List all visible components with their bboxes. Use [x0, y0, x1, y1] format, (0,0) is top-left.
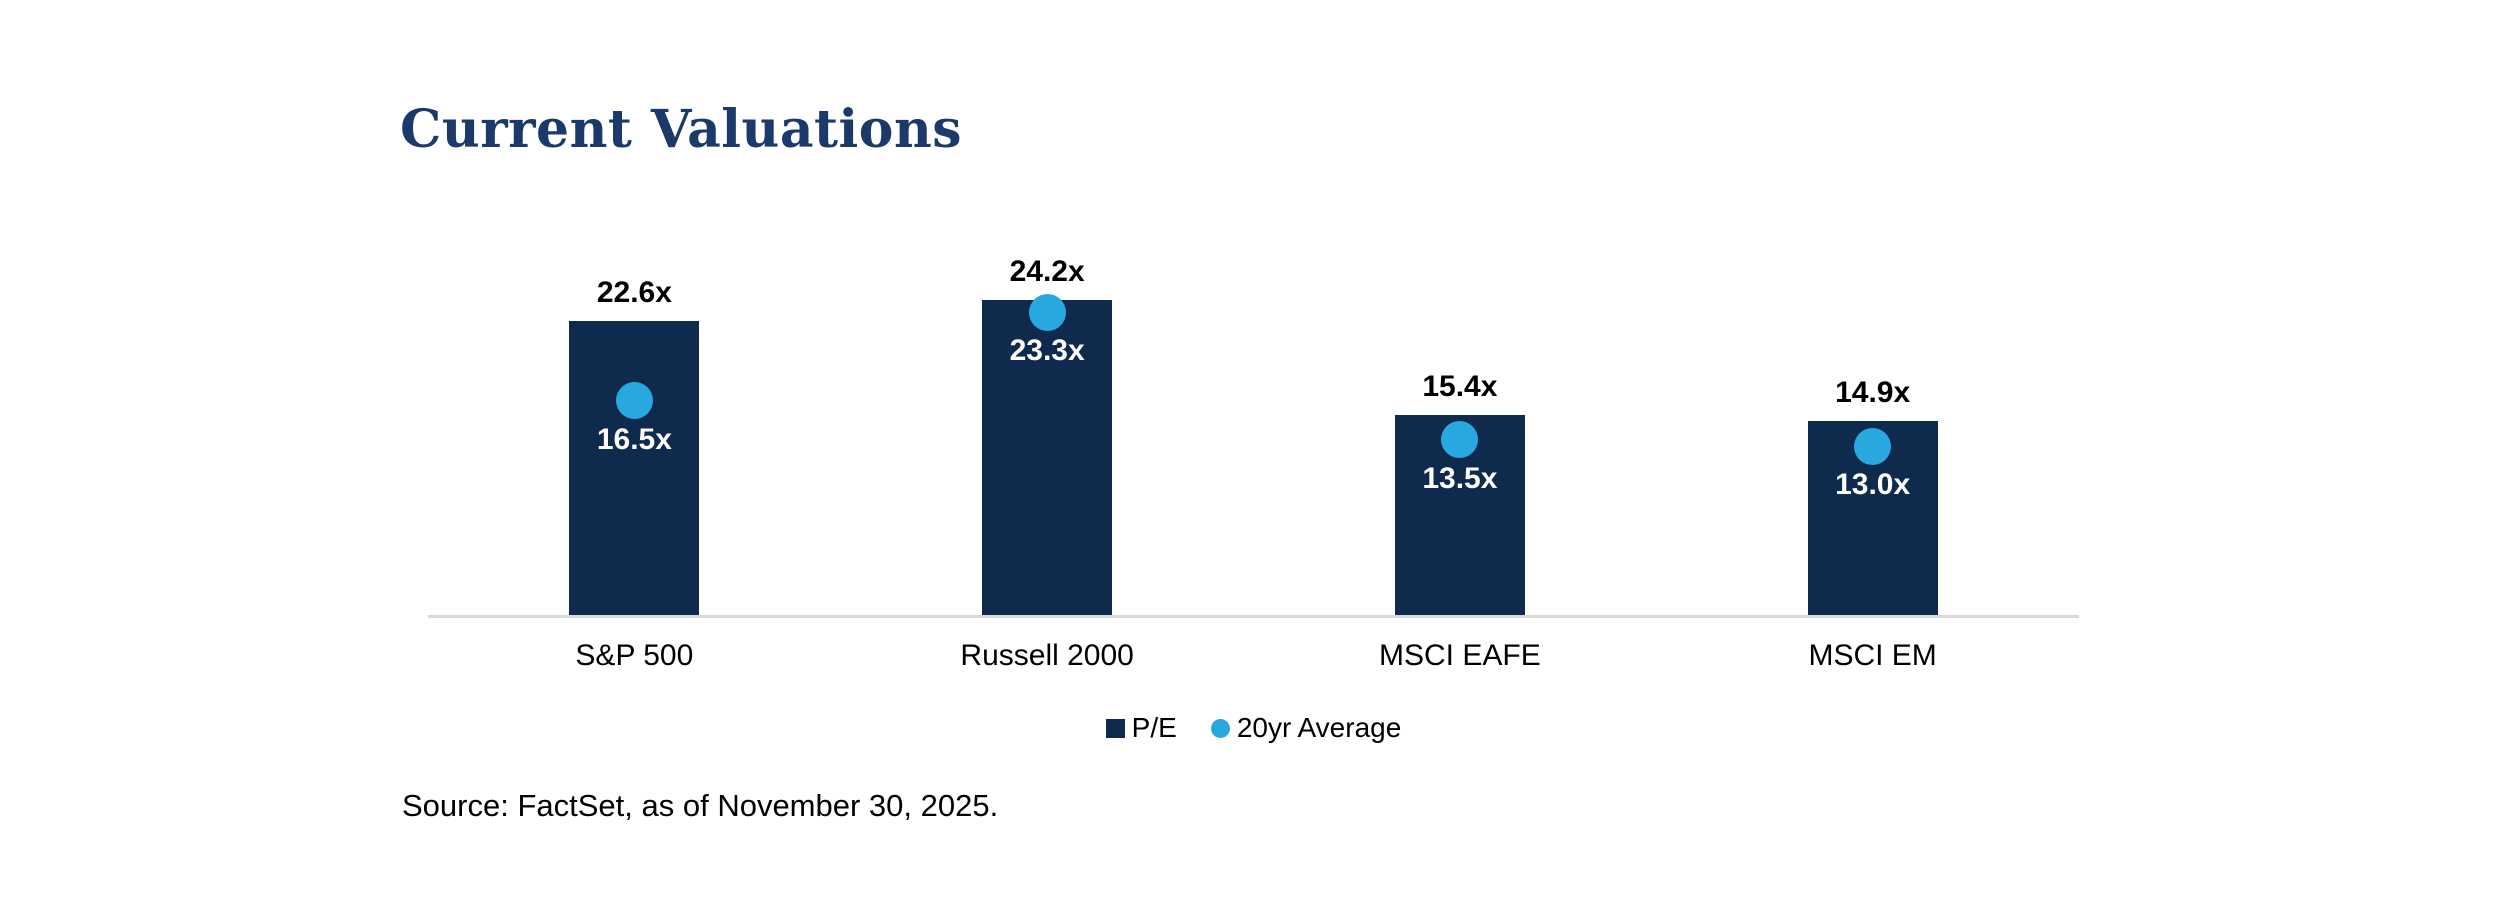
- avg-dot: [615, 382, 653, 419]
- avg-value-label: 13.5x: [1422, 461, 1498, 495]
- plot-area: 22.6x 16.5x 24.2x 23.3x 15.4x 13.5x 14.9x 13.0x: [428, 250, 2079, 618]
- avg-circle-icon: [1210, 718, 1230, 738]
- pe-value-label: 22.6x: [596, 276, 672, 310]
- avg-value-label: 23.3x: [1009, 334, 1085, 368]
- category-labels: S&P 500 Russell 2000 MSCI EAFE MSCI EM: [428, 636, 2079, 676]
- legend-item-pe: P/E: [1105, 712, 1177, 744]
- pe-value-label: 24.2x: [1009, 255, 1085, 289]
- pe-square-icon: [1105, 718, 1125, 738]
- avg-dot: [1441, 421, 1479, 458]
- avg-dot: [1854, 427, 1892, 465]
- legend-item-avg: 20yr Average: [1210, 712, 1402, 744]
- legend: P/E 20yr Average: [428, 708, 2079, 748]
- legend-label-avg: 20yr Average: [1236, 712, 1402, 743]
- pe-value-label: 15.4x: [1422, 369, 1498, 403]
- category-label: Russell 2000: [960, 639, 1134, 672]
- category-label: MSCI EM: [1808, 639, 1937, 672]
- avg-value-label: 13.0x: [1835, 468, 1911, 501]
- category-label: S&P 500: [575, 639, 694, 672]
- pe-bar: [569, 321, 700, 615]
- source-note: Source: FactSet, as of November 30, 2025…: [402, 788, 999, 823]
- avg-dot: [1028, 293, 1066, 331]
- page-title: Current Valuations: [400, 99, 963, 160]
- category-label: MSCI EAFE: [1379, 639, 1541, 672]
- legend-label-pe: P/E: [1131, 712, 1177, 743]
- pe-bar: [982, 300, 1113, 615]
- pe-value-label: 14.9x: [1835, 376, 1911, 410]
- avg-value-label: 16.5x: [596, 422, 672, 456]
- x-axis-line: [428, 615, 2079, 618]
